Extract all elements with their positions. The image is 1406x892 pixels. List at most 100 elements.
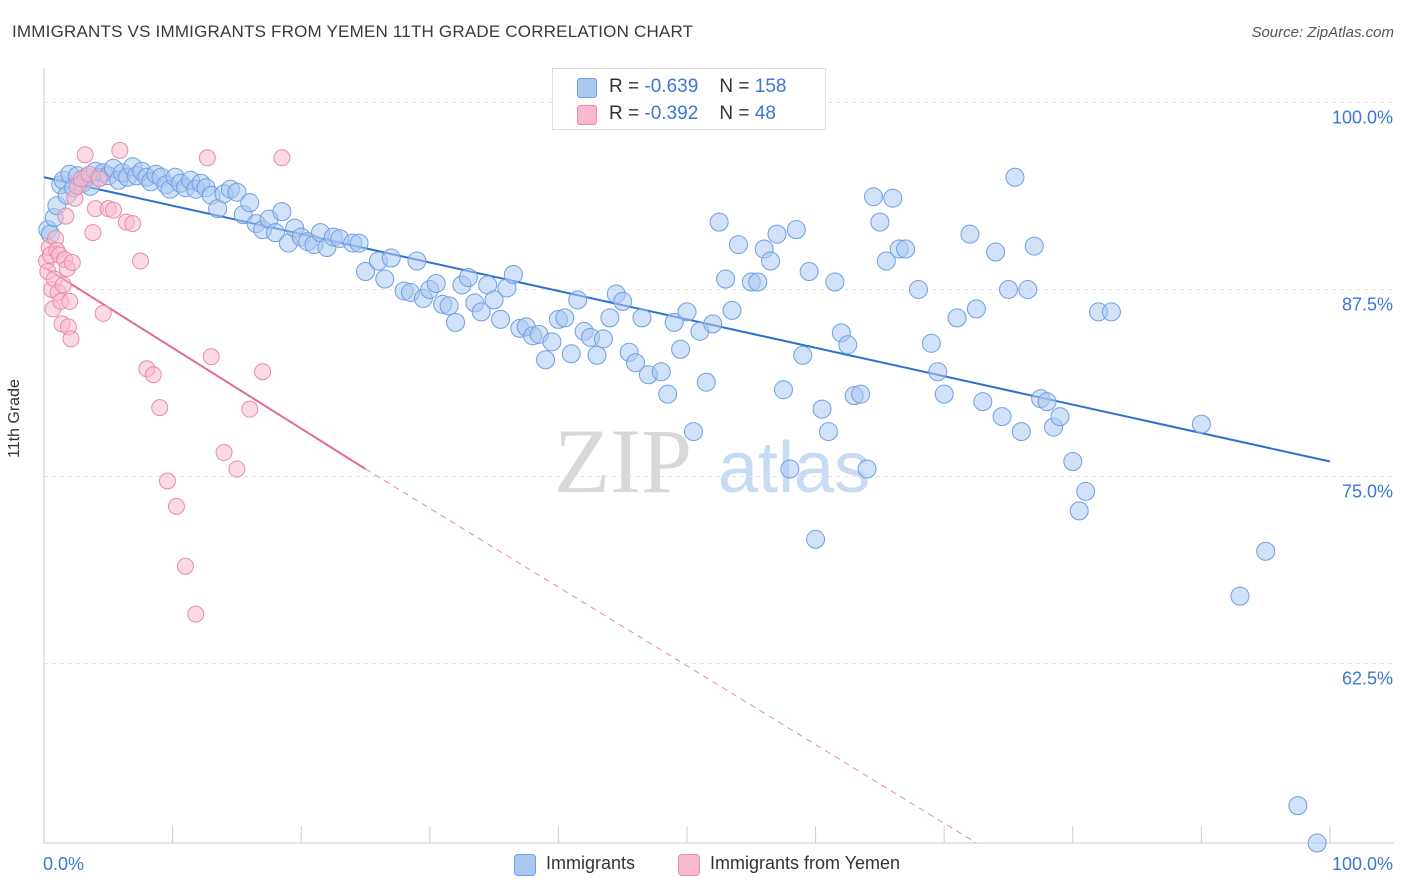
data-point-immigrants: [767, 224, 787, 244]
data-point-immigrants: [484, 290, 504, 310]
data-point-yemen: [151, 399, 169, 417]
data-point-immigrants: [439, 296, 459, 316]
data-point-immigrants: [651, 362, 671, 382]
data-point-immigrants: [773, 380, 793, 400]
data-point-immigrants: [851, 384, 871, 404]
data-point-immigrants: [593, 329, 613, 349]
data-point-immigrants: [1005, 167, 1025, 187]
data-point-immigrants: [992, 407, 1012, 427]
data-point-yemen: [273, 149, 291, 167]
data-point-immigrants: [671, 339, 691, 359]
x-tick-label: 100.0%: [1332, 854, 1393, 874]
data-point-yemen: [62, 330, 80, 348]
data-point-immigrants: [613, 291, 633, 311]
data-point-immigrants: [503, 264, 523, 284]
data-point-immigrants: [748, 272, 768, 292]
data-point-immigrants: [471, 302, 491, 322]
data-point-immigrants: [1288, 796, 1308, 816]
data-point-immigrants: [626, 353, 646, 373]
data-point-immigrants: [542, 332, 562, 352]
data-point-immigrants: [857, 459, 877, 479]
stats-legend: R = -0.639 N = 158 R = -0.392 N = 48: [552, 68, 826, 130]
data-point-immigrants: [863, 187, 883, 207]
data-point-immigrants: [696, 372, 716, 392]
data-point-immigrants: [921, 333, 941, 353]
data-point-immigrants: [818, 422, 838, 442]
x-tick-label: 0.0%: [43, 854, 84, 874]
gridlines: [44, 101, 1394, 664]
n-value: 48: [754, 103, 776, 124]
data-point-yemen: [131, 252, 149, 270]
data-point-yemen: [158, 472, 176, 490]
chart-title: IMMIGRANTS VS IMMIGRANTS FROM YEMEN 11TH…: [12, 22, 694, 41]
legend-label: Immigrants from Yemen: [710, 853, 901, 873]
legend-swatch: [514, 854, 536, 876]
data-point-immigrants: [709, 212, 729, 232]
data-point-yemen: [84, 224, 102, 242]
r-label: R =: [609, 76, 640, 97]
data-point-immigrants: [786, 220, 806, 240]
data-point-immigrants: [780, 459, 800, 479]
data-point-immigrants: [1230, 586, 1250, 606]
data-point-immigrants: [555, 308, 575, 328]
data-point-yemen: [202, 348, 220, 366]
watermark-zip: ZIP: [554, 410, 692, 512]
n-label: N =: [719, 103, 750, 124]
data-point-immigrants: [986, 242, 1006, 262]
data-point-yemen: [241, 400, 259, 418]
data-point-immigrants: [664, 312, 684, 332]
data-point-immigrants: [728, 235, 748, 255]
data-point-immigrants: [1191, 414, 1211, 434]
data-point-immigrants: [703, 314, 723, 334]
data-point-immigrants: [1011, 422, 1031, 442]
data-point-immigrants: [960, 224, 980, 244]
data-point-immigrants: [973, 392, 993, 412]
data-point-yemen: [215, 444, 233, 462]
data-point-immigrants: [1256, 541, 1276, 561]
series-yemen: [38, 141, 291, 623]
data-point-immigrants: [426, 273, 446, 293]
r-value: -0.392: [644, 103, 699, 124]
data-point-yemen: [124, 215, 142, 233]
data-point-immigrants: [536, 350, 556, 370]
data-point-immigrants: [587, 345, 607, 365]
data-point-immigrants: [761, 251, 781, 271]
data-point-immigrants: [272, 202, 292, 222]
data-point-immigrants: [375, 269, 395, 289]
data-point-immigrants: [1307, 833, 1327, 853]
data-point-immigrants: [793, 345, 813, 365]
trend-line-yemen: [43, 266, 367, 470]
data-point-immigrants: [928, 362, 948, 382]
data-point-yemen: [61, 292, 79, 310]
data-point-yemen: [90, 170, 108, 188]
data-point-immigrants: [561, 344, 581, 364]
data-point-yemen: [94, 304, 112, 322]
data-point-immigrants: [722, 300, 742, 320]
data-point-immigrants: [716, 269, 736, 289]
data-point-yemen: [176, 557, 194, 575]
data-point-yemen: [76, 146, 94, 164]
data-point-immigrants: [806, 529, 826, 549]
data-point-immigrants: [883, 188, 903, 208]
watermark: ZIP atlas: [554, 410, 870, 512]
data-point-immigrants: [812, 399, 832, 419]
data-point-yemen: [57, 207, 75, 225]
data-point-immigrants: [947, 308, 967, 328]
data-point-immigrants: [632, 308, 652, 328]
data-point-immigrants: [908, 279, 928, 299]
data-point-yemen: [187, 605, 205, 623]
data-point-immigrants: [568, 290, 588, 310]
data-point-immigrants: [491, 309, 511, 329]
legend-swatch: [577, 105, 597, 125]
data-point-immigrants: [934, 384, 954, 404]
data-point-immigrants: [1024, 236, 1044, 256]
data-point-immigrants: [999, 279, 1018, 299]
data-point-immigrants: [1050, 407, 1070, 427]
y-tick-label: 62.5%: [1342, 668, 1393, 688]
data-point-immigrants: [677, 302, 697, 322]
data-point-immigrants: [1069, 501, 1089, 521]
legend-label: Immigrants: [546, 853, 636, 873]
axes: [43, 68, 1394, 844]
r-label: R =: [609, 103, 640, 124]
data-point-immigrants: [240, 193, 260, 213]
